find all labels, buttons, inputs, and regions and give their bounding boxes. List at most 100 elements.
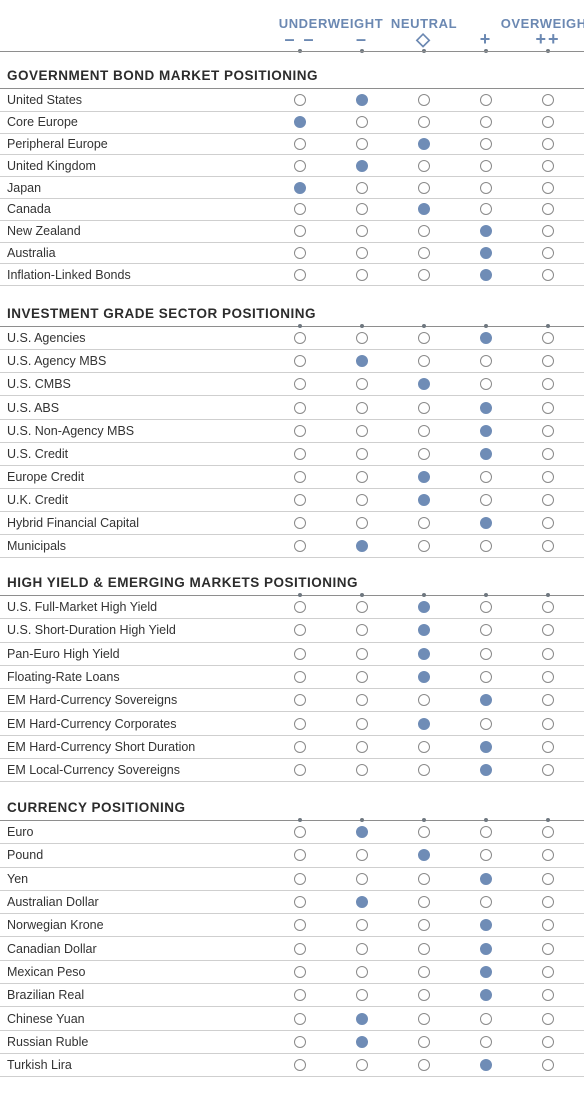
table-row: U.K. Credit: [0, 489, 584, 513]
position-marker-empty: [294, 694, 306, 707]
table-row: Japan: [0, 177, 584, 199]
table-row: U.S. CMBS: [0, 373, 584, 397]
row-label: U.S. Short-Duration High Yield: [7, 623, 176, 638]
section-tick-dot: [360, 818, 364, 822]
header-symbol-0: – –: [284, 29, 316, 49]
position-marker-empty: [294, 424, 306, 437]
position-marker-filled: [480, 424, 492, 437]
position-marker-empty: [480, 378, 492, 391]
position-marker-empty: [356, 740, 368, 753]
position-marker-filled: [480, 965, 492, 978]
section-tick-dot: [484, 818, 488, 822]
position-marker-empty: [542, 116, 554, 129]
position-marker-empty: [542, 1012, 554, 1025]
table-row: EM Hard-Currency Sovereigns: [0, 689, 584, 713]
table-row: Pan-Euro High Yield: [0, 643, 584, 666]
table-row: Pound: [0, 844, 584, 868]
position-marker-empty: [418, 159, 430, 172]
position-marker-filled: [418, 647, 430, 660]
position-marker-empty: [418, 872, 430, 885]
position-marker-empty: [542, 137, 554, 150]
position-marker-empty: [480, 203, 492, 216]
row-label: Europe Credit: [7, 469, 85, 484]
position-marker-filled: [480, 872, 492, 885]
section-tick-dot: [484, 593, 488, 597]
table-row: United Kingdom: [0, 155, 584, 178]
position-marker-empty: [542, 447, 554, 460]
position-marker-empty: [356, 332, 368, 345]
position-marker-empty: [356, 717, 368, 730]
position-marker-filled: [356, 826, 368, 839]
position-marker-empty: [356, 919, 368, 932]
table-row: EM Hard-Currency Corporates: [0, 713, 584, 736]
position-marker-empty: [294, 203, 306, 216]
position-marker-empty: [418, 826, 430, 839]
table-row: Chinese Yuan: [0, 1007, 584, 1031]
position-marker-empty: [480, 1035, 492, 1048]
position-marker-empty: [542, 159, 554, 172]
position-marker-empty: [542, 671, 554, 684]
position-marker-empty: [542, 246, 554, 259]
position-marker-empty: [356, 1059, 368, 1072]
section-tick-dot: [546, 324, 550, 328]
position-marker-empty: [294, 470, 306, 483]
position-marker-filled: [418, 624, 430, 637]
row-label: Japan: [7, 180, 42, 195]
row-label: U.S. Credit: [7, 446, 69, 461]
position-marker-empty: [542, 965, 554, 978]
position-marker-empty: [542, 647, 554, 660]
position-marker-empty: [542, 624, 554, 637]
section-tick-dot: [422, 324, 426, 328]
row-label: Yen: [7, 871, 29, 886]
table-row: Euro: [0, 821, 584, 845]
table-row: Hybrid Financial Capital: [0, 512, 584, 536]
position-marker-empty: [542, 540, 554, 553]
section-tick-dot: [422, 818, 426, 822]
position-marker-filled: [418, 601, 430, 614]
position-marker-empty: [542, 694, 554, 707]
position-marker-empty: [542, 355, 554, 368]
position-marker-empty: [542, 919, 554, 932]
position-marker-empty: [418, 965, 430, 978]
table-row: Australian Dollar: [0, 891, 584, 915]
section-tick-dot: [360, 593, 364, 597]
position-marker-empty: [542, 181, 554, 194]
position-marker-empty: [480, 896, 492, 909]
table-row: U.S. Credit: [0, 443, 584, 466]
row-label: Peripheral Europe: [7, 136, 108, 151]
position-marker-empty: [356, 137, 368, 150]
row-label: Turkish Lira: [7, 1058, 72, 1073]
row-label: U.S. ABS: [7, 400, 60, 415]
position-marker-empty: [294, 624, 306, 637]
position-marker-empty: [294, 517, 306, 530]
table-row: Australia: [0, 243, 584, 265]
position-marker-empty: [356, 378, 368, 391]
row-label: U.S. Non-Agency MBS: [7, 423, 135, 438]
position-marker-empty: [294, 989, 306, 1002]
section-tick-dot: [484, 324, 488, 328]
position-marker-filled: [356, 1012, 368, 1025]
position-marker-empty: [294, 94, 306, 107]
position-marker-empty: [480, 717, 492, 730]
table-row: EM Local-Currency Sovereigns: [0, 759, 584, 783]
header-symbol-3: +: [479, 29, 493, 49]
position-marker-empty: [294, 355, 306, 368]
position-marker-filled: [480, 919, 492, 932]
row-label: U.S. Full-Market High Yield: [7, 600, 158, 615]
row-label: Russian Ruble: [7, 1034, 89, 1049]
position-marker-empty: [418, 332, 430, 345]
position-marker-filled: [418, 671, 430, 684]
position-marker-empty: [480, 470, 492, 483]
position-marker-empty: [294, 647, 306, 660]
row-label: EM Local-Currency Sovereigns: [7, 763, 180, 778]
position-marker-empty: [542, 494, 554, 507]
position-marker-empty: [294, 965, 306, 978]
section-title: CURRENCY POSITIONING: [7, 800, 186, 815]
table-row: Floating-Rate Loans: [0, 666, 584, 690]
row-label: Core Europe: [7, 115, 78, 130]
position-marker-empty: [480, 647, 492, 660]
row-label: Inflation-Linked Bonds: [7, 267, 131, 282]
position-marker-empty: [294, 942, 306, 955]
position-marker-filled: [480, 764, 492, 777]
table-row: U.S. Short-Duration High Yield: [0, 619, 584, 643]
